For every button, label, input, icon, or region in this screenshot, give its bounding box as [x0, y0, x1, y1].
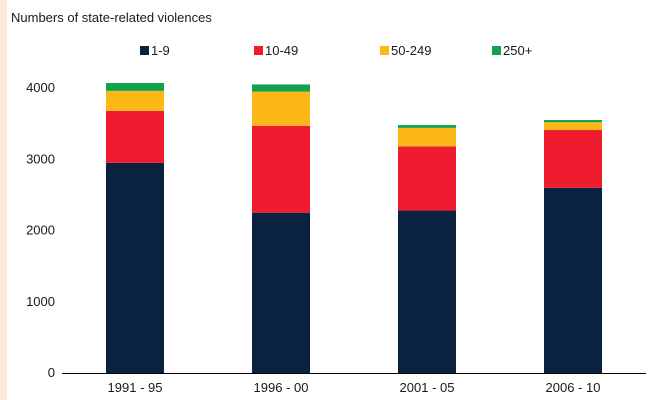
bar-segment-10-49-2006 - 10 — [544, 130, 602, 188]
bar-segment-250+-2006 - 10 — [544, 120, 602, 123]
y-tick-label: 0 — [48, 365, 55, 380]
legend-label: 50-249 — [391, 43, 431, 58]
left-margin-strip — [0, 0, 7, 400]
x-tick-label: 1996 - 00 — [254, 380, 309, 395]
bar-segment-1-9-2001 - 05 — [398, 210, 456, 373]
bar-segment-10-49-2001 - 05 — [398, 146, 456, 211]
y-tick-label: 3000 — [26, 151, 55, 166]
chart-legend: 1-9 10-49 50-249 250+ — [140, 43, 532, 58]
bars — [106, 83, 602, 373]
bar-segment-50-249-1996 - 00 — [252, 91, 310, 126]
legend-swatch-50-249 — [380, 46, 389, 55]
bar-segment-50-249-1991 - 95 — [106, 90, 164, 111]
x-tick-label: 2001 - 05 — [400, 380, 455, 395]
bar-segment-10-49-1991 - 95 — [106, 110, 164, 163]
y-tick-label: 1000 — [26, 294, 55, 309]
x-tick-label: 1991 - 95 — [108, 380, 163, 395]
bar-segment-1-9-1996 - 00 — [252, 212, 310, 373]
bar-segment-10-49-1996 - 00 — [252, 125, 310, 213]
legend-label: 250+ — [503, 43, 532, 58]
legend-label: 10-49 — [265, 43, 298, 58]
y-tick-label: 2000 — [26, 223, 55, 238]
legend-swatch-250+ — [492, 46, 501, 55]
bar-segment-250+-1996 - 00 — [252, 84, 310, 92]
x-tick-label: 2006 - 10 — [546, 380, 601, 395]
chart-title: Numbers of state-related violences — [11, 10, 212, 25]
y-tick-label: 4000 — [26, 80, 55, 95]
legend-swatch-1-9 — [140, 46, 149, 55]
legend-label: 1-9 — [151, 43, 170, 58]
bar-segment-1-9-2006 - 10 — [544, 187, 602, 373]
legend-swatch-10-49 — [254, 46, 263, 55]
y-axis-ticks: 0 1000 2000 3000 4000 — [26, 80, 55, 380]
x-axis-ticks: 1991 - 95 1996 - 00 2001 - 05 2006 - 10 — [108, 380, 601, 395]
bar-segment-1-9-1991 - 95 — [106, 162, 164, 373]
bar-segment-250+-2001 - 05 — [398, 125, 456, 128]
bar-segment-50-249-2006 - 10 — [544, 122, 602, 131]
bar-segment-50-249-2001 - 05 — [398, 127, 456, 147]
bar-segment-250+-1991 - 95 — [106, 83, 164, 91]
